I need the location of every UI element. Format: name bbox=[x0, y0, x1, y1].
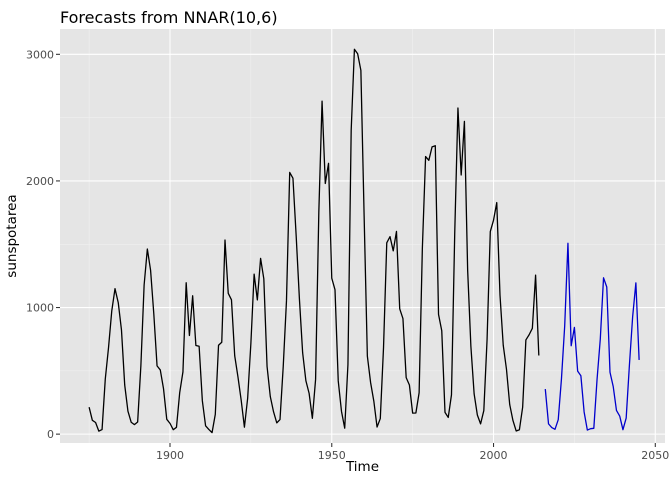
major-gridlines bbox=[60, 29, 665, 443]
observed-series-line bbox=[88, 48, 540, 434]
x-axis-title: Time bbox=[345, 459, 379, 475]
chart-title: Forecasts from NNAR(10,6) bbox=[60, 8, 278, 27]
y-tick-label: 3000 bbox=[26, 48, 54, 61]
x-tick-label: 1950 bbox=[318, 449, 346, 462]
x-tick-label: 2050 bbox=[641, 449, 669, 462]
y-axis-title: sunspotarea bbox=[4, 194, 20, 277]
y-tick-label: 0 bbox=[47, 428, 54, 441]
axes: 1900 1950 2000 2050 0 1000 2000 3000 bbox=[26, 48, 669, 462]
x-tick-label: 1900 bbox=[156, 449, 184, 462]
y-tick-label: 1000 bbox=[26, 302, 54, 315]
forecast-series-line bbox=[544, 242, 640, 431]
x-tick-label: 2000 bbox=[480, 449, 508, 462]
series-layer bbox=[88, 48, 640, 434]
y-tick-label: 2000 bbox=[26, 175, 54, 188]
